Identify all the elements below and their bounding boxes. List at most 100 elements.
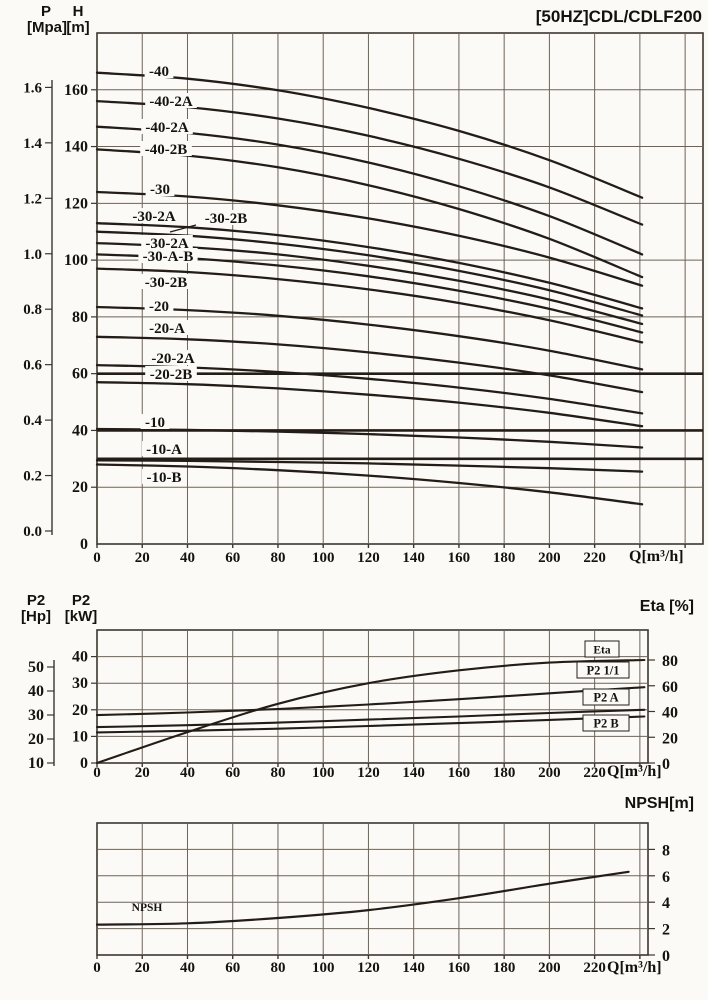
curve-label-bg [145,320,189,335]
curve-label: -10-A [146,442,182,458]
h-axis-tick-label: 140 [64,139,88,156]
x-tick-label: 180 [493,765,516,781]
power-curve-label: P2 1/1 [587,664,620,678]
x-tick-label: 20 [135,960,150,976]
x-tick-label: 120 [357,550,380,566]
kw-axis-unit: [kW] [64,608,98,625]
npsh-axis-tick-label: 6 [662,869,670,886]
kw-axis-tick-label: 40 [72,649,88,666]
hp-axis-unit: [Hp] [21,608,51,625]
npsh-axis-tick-label: 0 [662,948,670,965]
eta-axis-tick-label: 40 [662,705,678,722]
x-tick-label: 220 [583,765,606,781]
h-axis-tick-label: 80 [72,309,88,326]
curve-label: -40-2B [145,142,188,158]
curve-label-bg [145,181,175,196]
head-curve--20-2B [95,381,644,428]
head-curve--40 [95,71,644,199]
curve-label: -20-2A [151,351,194,367]
x-tick-label: 0 [93,960,101,976]
curve-label-bg [140,414,170,429]
curve-label-bg [144,298,174,313]
curve-label-bg [144,63,174,78]
curve-label: -30-A-B [143,249,194,265]
curve-label: -40 [149,64,169,80]
x-tick-label: 20 [135,765,150,781]
npsh-curve [95,870,630,926]
p-axis-tick-label: 0.2 [23,469,42,485]
curve-label: -10-B [147,470,182,486]
curve-label-bg [128,208,180,223]
curve-label-bg [141,235,193,250]
power-curve-Eta [95,658,646,765]
eta-axis-tick-label: 20 [662,730,678,747]
power-kw-axis-header: P2 [kW] [59,593,103,625]
curve-label: -20-A [149,321,185,337]
kw-axis-symbol: P2 [71,592,91,609]
plot-border [96,32,704,545]
x-tick-label: 60 [225,550,240,566]
x-tick-label: 200 [538,550,561,566]
h-axis-tick-label: 60 [72,366,88,383]
h-axis-tick-label: 20 [72,479,88,496]
kw-axis-tick-label: 10 [72,728,88,745]
plot-border [96,629,649,764]
curve-label: -40-2A [145,120,188,136]
power-label-box [582,688,630,706]
head-curve--10 [95,427,644,449]
kw-axis-tick-label: 30 [72,675,88,692]
p-axis-tick-label: 1.2 [23,191,42,207]
eta-axis-tick-label: 0 [662,756,670,773]
curve-label: -30 [150,182,170,198]
x-tick-label: 100 [312,550,335,566]
x-tick-label: 0 [93,765,101,781]
hp-axis-symbol: P2 [26,592,46,609]
power-hp-axis-header: P2 [Hp] [16,593,56,625]
x-tick-label: 160 [448,765,471,781]
x-tick-label: 80 [270,550,285,566]
x-tick-label: 140 [402,550,425,566]
power-label-box [576,661,630,679]
x-tick-label: 120 [357,960,380,976]
p-axis-tick-label: 0.8 [23,302,42,318]
x-tick-label: 0 [93,550,101,566]
npsh-flow-unit-label: Q[m³/h] [607,959,662,976]
p-axis-tick-label: 1.4 [23,136,42,152]
head-h-axis-header: H [m] [61,4,95,36]
hp-axis-tick-label: 30 [28,707,44,724]
curve-label: -30-2B [145,275,188,291]
h-axis-symbol: H [72,3,84,20]
hp-axis-tick-label: 20 [28,731,44,748]
h-axis-tick-label: 120 [64,195,88,212]
head-flow-unit-label: Q[m³/h] [629,548,684,565]
x-tick-label: 220 [583,960,606,976]
x-tick-label: 100 [312,765,335,781]
p-axis-tick-label: 0.4 [23,413,42,429]
curve-label: -40-2A [149,94,192,110]
power-flow-unit-label: Q[m³/h] [607,763,662,780]
x-tick-label: 180 [493,960,516,976]
curve-label-bg [138,248,198,263]
x-tick-label: 80 [270,765,285,781]
head-curve--20-A [95,335,644,394]
x-tick-label: 140 [402,960,425,976]
x-tick-label: 40 [180,765,195,781]
curve-label: -30-2B [205,211,248,227]
npsh-axis-tick-label: 2 [662,922,670,939]
npsh-axis-title: NPSH[m] [624,795,694,812]
x-tick-label: 140 [402,765,425,781]
p-axis-tick-label: 1.6 [23,80,42,96]
power-curve-P2-1-1 [95,686,646,717]
p-axis-unit: [Mpa] [27,19,67,36]
hp-axis-tick-label: 50 [28,659,44,676]
npsh-axis-tick-label: 8 [662,842,670,859]
x-tick-label: 220 [583,550,606,566]
curve-label-bg [200,210,252,225]
h-axis-tick-label: 100 [64,252,88,269]
curve-label-bg [145,93,197,108]
x-tick-label: 160 [448,550,471,566]
power-label-box [584,640,620,658]
curve-label-bg [145,366,197,381]
